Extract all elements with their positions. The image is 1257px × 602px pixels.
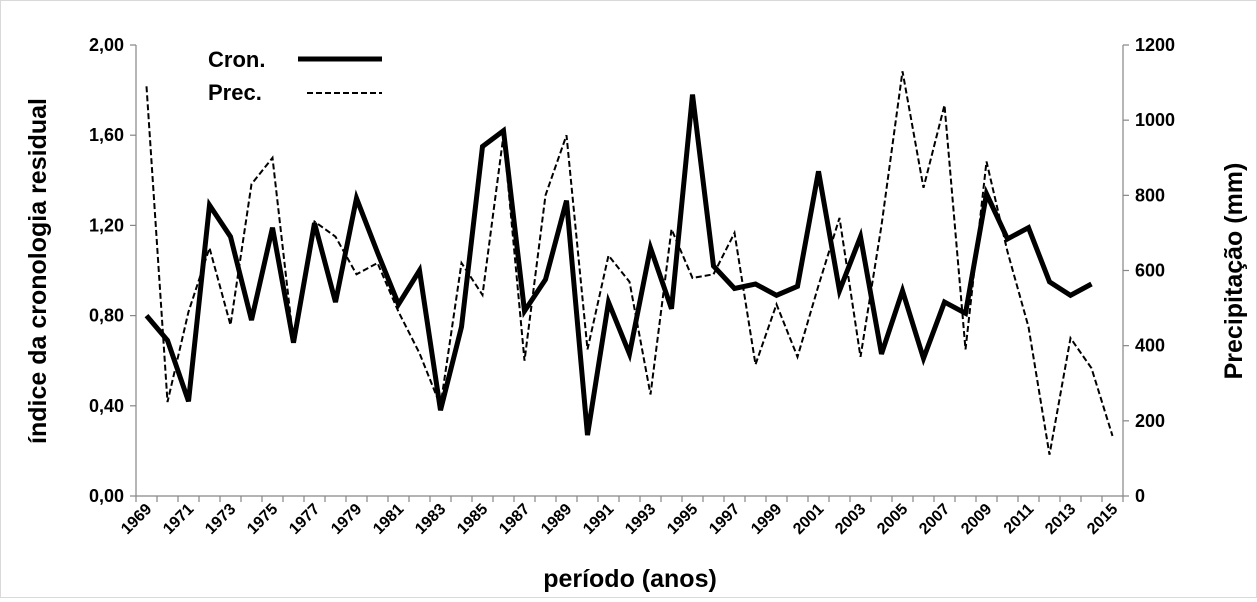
right-tick-label: 600 bbox=[1135, 261, 1165, 281]
x-axis-title: período (anos) bbox=[543, 565, 717, 593]
x-tick-label: 1997 bbox=[706, 501, 743, 538]
x-tick-label: 2013 bbox=[1042, 501, 1079, 538]
left-tick-label: 0,00 bbox=[89, 486, 124, 506]
series-line-prec bbox=[145, 71, 1114, 455]
series-layer bbox=[144, 71, 1114, 455]
series-line-cron bbox=[144, 94, 1093, 436]
x-tick-label: 1993 bbox=[622, 501, 659, 538]
x-tick-label: 1995 bbox=[664, 501, 701, 538]
legend-label-prec: Prec. bbox=[208, 80, 262, 105]
x-tick-label: 1987 bbox=[496, 501, 533, 538]
x-tick-label: 2007 bbox=[916, 501, 953, 538]
x-tick-label: 2005 bbox=[874, 501, 911, 538]
left-tick-label: 2,00 bbox=[89, 35, 124, 55]
x-tick-label: 1991 bbox=[580, 501, 617, 538]
x-axis-ticks: 1969 1971 1973 1975 1977 1979 1981 1983 1985 1987… bbox=[118, 496, 1124, 538]
x-tick-label: 2011 bbox=[1001, 501, 1038, 538]
left-axis-ticks: 0,00 0,40 0,80 1,20 1,60 2,00 bbox=[89, 35, 136, 506]
x-tick-label: 1983 bbox=[412, 501, 449, 538]
x-tick-label: 2015 bbox=[1084, 501, 1121, 538]
legend-label-cron: Cron. bbox=[208, 47, 265, 72]
right-tick-label: 400 bbox=[1135, 336, 1165, 356]
x-tick-label: 1975 bbox=[244, 501, 281, 538]
left-axis-title: índice da cronologia residual bbox=[24, 98, 52, 444]
right-tick-label: 800 bbox=[1135, 185, 1165, 205]
x-tick-label: 1989 bbox=[538, 501, 575, 538]
right-tick-label: 0 bbox=[1135, 486, 1145, 506]
x-tick-label: 1973 bbox=[202, 501, 239, 538]
right-tick-label: 200 bbox=[1135, 411, 1165, 431]
x-tick-label: 1977 bbox=[286, 501, 323, 538]
x-tick-label: 2001 bbox=[790, 501, 827, 538]
right-tick-label: 1000 bbox=[1135, 110, 1175, 130]
x-tick-label: 2009 bbox=[958, 501, 995, 538]
left-tick-label: 1,60 bbox=[89, 125, 124, 145]
x-tick-label: 1999 bbox=[748, 501, 785, 538]
x-tick-label: 1979 bbox=[328, 501, 365, 538]
x-tick-label: 2003 bbox=[832, 501, 869, 538]
right-tick-label: 1200 bbox=[1135, 35, 1175, 55]
x-tick-label: 1981 bbox=[370, 501, 407, 538]
x-tick-label: 1971 bbox=[160, 501, 197, 538]
x-tick-label: 1969 bbox=[118, 501, 155, 538]
x-tick-label: 1985 bbox=[454, 501, 491, 538]
left-tick-label: 0,80 bbox=[89, 306, 124, 326]
left-tick-label: 1,20 bbox=[89, 215, 124, 235]
left-tick-label: 0,40 bbox=[89, 396, 124, 416]
right-axis-title: Precipitação (mm) bbox=[1220, 163, 1248, 380]
right-axis-ticks: 0 200 400 600 800 1000 1200 bbox=[1123, 35, 1175, 506]
legend: Cron. Prec. bbox=[208, 47, 382, 105]
